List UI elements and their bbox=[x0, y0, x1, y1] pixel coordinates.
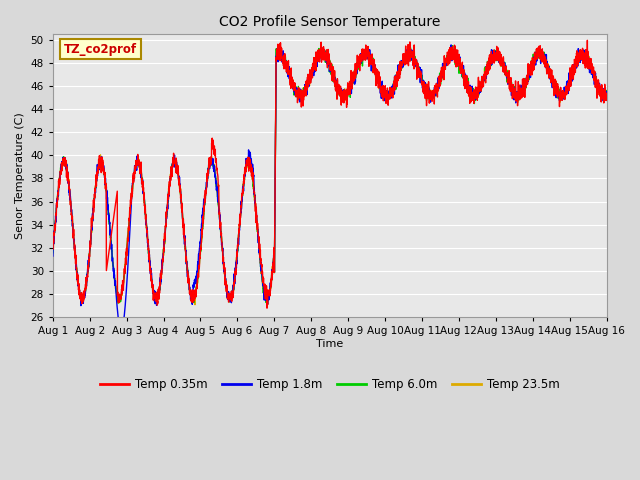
X-axis label: Time: Time bbox=[316, 338, 343, 348]
Legend: Temp 0.35m, Temp 1.8m, Temp 6.0m, Temp 23.5m: Temp 0.35m, Temp 1.8m, Temp 6.0m, Temp 2… bbox=[95, 373, 564, 396]
Y-axis label: Senor Temperature (C): Senor Temperature (C) bbox=[15, 112, 25, 239]
Text: TZ_co2prof: TZ_co2prof bbox=[64, 43, 137, 56]
Title: CO2 Profile Sensor Temperature: CO2 Profile Sensor Temperature bbox=[219, 15, 440, 29]
